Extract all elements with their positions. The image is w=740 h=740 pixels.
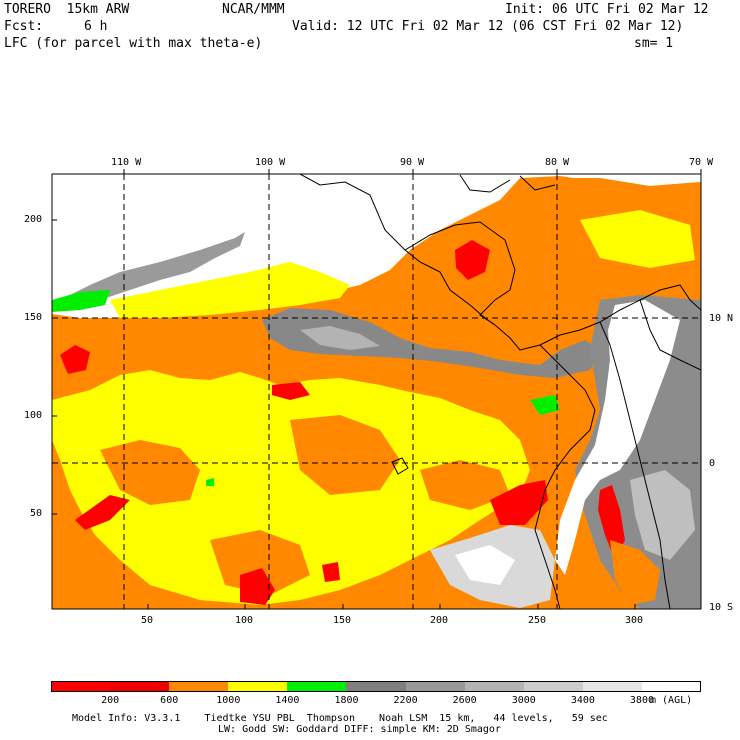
valid-time: Valid: 12 UTC Fri 02 Mar 12 (06 CST Fri … xyxy=(292,19,684,34)
legend-color-box xyxy=(523,681,584,692)
orange-patch-south-4 xyxy=(210,530,310,595)
orange-patch-south-2 xyxy=(290,415,400,495)
legend-color-box xyxy=(287,681,348,692)
model-title: TORERO 15km ARW xyxy=(4,2,130,17)
lon-label-80w: 80 W xyxy=(545,157,570,168)
y-grid-label-200: 200 xyxy=(24,214,43,225)
orange-patch-south-1 xyxy=(100,440,200,505)
yellow-region-south xyxy=(52,370,530,605)
lat-label-0: 0 xyxy=(709,458,716,469)
red-patch-west xyxy=(60,345,90,374)
white-patch-south xyxy=(455,545,515,585)
y-grid-label-100: 100 xyxy=(24,410,43,421)
legend-tick-label: 2600 xyxy=(452,695,477,706)
x-grid-label-150: 150 xyxy=(333,615,352,626)
forecast-hour: 6 h xyxy=(84,19,108,34)
smoothing-label: sm= 1 xyxy=(634,36,674,51)
legend-color-box xyxy=(228,681,289,692)
legend-tick-label: 3800 xyxy=(629,695,654,706)
legend-color-box xyxy=(110,681,171,692)
lat-label-10s: 10 S xyxy=(709,602,734,613)
latlon-grid xyxy=(52,174,701,609)
red-patch-east xyxy=(490,480,548,525)
legend-tick-label: 1000 xyxy=(216,695,241,706)
legend-tick-label: 600 xyxy=(160,695,179,706)
yellow-region-caribbean xyxy=(580,210,695,268)
lat-label-10n: 10 N xyxy=(709,313,734,324)
red-patch-south xyxy=(240,568,275,605)
init-time: Init: 06 UTC Fri 02 Mar 12 xyxy=(505,2,709,17)
map-frame xyxy=(51,173,702,610)
grey-band-north xyxy=(60,232,245,300)
legend-color-box xyxy=(51,681,111,692)
x-grid-label-250: 250 xyxy=(528,615,547,626)
legend-units: m (AGL) xyxy=(650,695,693,706)
legend-color-box xyxy=(464,681,525,692)
field-name: LFC (for parcel with max theta-e) xyxy=(4,36,263,51)
legend-tick-label: 1800 xyxy=(334,695,359,706)
andes-orange-slope xyxy=(610,540,660,605)
lon-label-90w: 90 W xyxy=(400,157,425,168)
organization-label: NCAR/MMM xyxy=(222,2,285,17)
legend-color-box xyxy=(582,681,643,692)
red-patch-honduras xyxy=(455,240,490,280)
legend-tick-label: 1400 xyxy=(275,695,300,706)
y-grid-label-150: 150 xyxy=(24,312,43,323)
legend-color-box xyxy=(346,681,407,692)
forecast-label: Fcst: xyxy=(4,19,44,34)
x-grid-label-100: 100 xyxy=(235,615,254,626)
andes-light-grey xyxy=(630,470,695,560)
legend-color-box xyxy=(641,681,702,692)
legend-tick-label: 2200 xyxy=(393,695,418,706)
andes-white xyxy=(555,300,680,575)
y-grid-label-50: 50 xyxy=(30,508,43,519)
andes-red-ridge xyxy=(598,485,625,560)
legend-tick-label: 3000 xyxy=(511,695,536,706)
x-grid-label-50: 50 xyxy=(141,615,154,626)
axis-ticks xyxy=(52,169,702,609)
x-grid-label-300: 300 xyxy=(625,615,644,626)
green-patch-small xyxy=(206,478,214,486)
green-band-north xyxy=(52,290,110,312)
model-info-line: Model Info: V3.3.1 Tiedtke YSU PBL Thomp… xyxy=(72,713,608,724)
red-patch-sw xyxy=(75,495,130,530)
grey-region-gulf xyxy=(262,308,600,378)
red-patch-south-2 xyxy=(322,562,340,582)
legend-tick-label: 3400 xyxy=(570,695,595,706)
lon-label-70w: 70 W xyxy=(689,157,714,168)
yellow-band-north xyxy=(110,262,350,318)
lon-label-110w: 110 W xyxy=(111,157,142,168)
lon-label-100w: 100 W xyxy=(255,157,286,168)
physics-info-line: LW: Godd SW: Goddard DIFF: simple KM: 2D… xyxy=(218,724,501,735)
legend-tick-label: 200 xyxy=(101,695,120,706)
orange-patch-south-3 xyxy=(420,460,510,510)
legend-color-box xyxy=(169,681,230,692)
red-patch-central xyxy=(272,382,310,400)
x-grid-label-200: 200 xyxy=(430,615,449,626)
green-patch-coast xyxy=(530,395,560,415)
light-grey-gulf xyxy=(300,326,380,350)
legend-color-box xyxy=(405,681,466,692)
